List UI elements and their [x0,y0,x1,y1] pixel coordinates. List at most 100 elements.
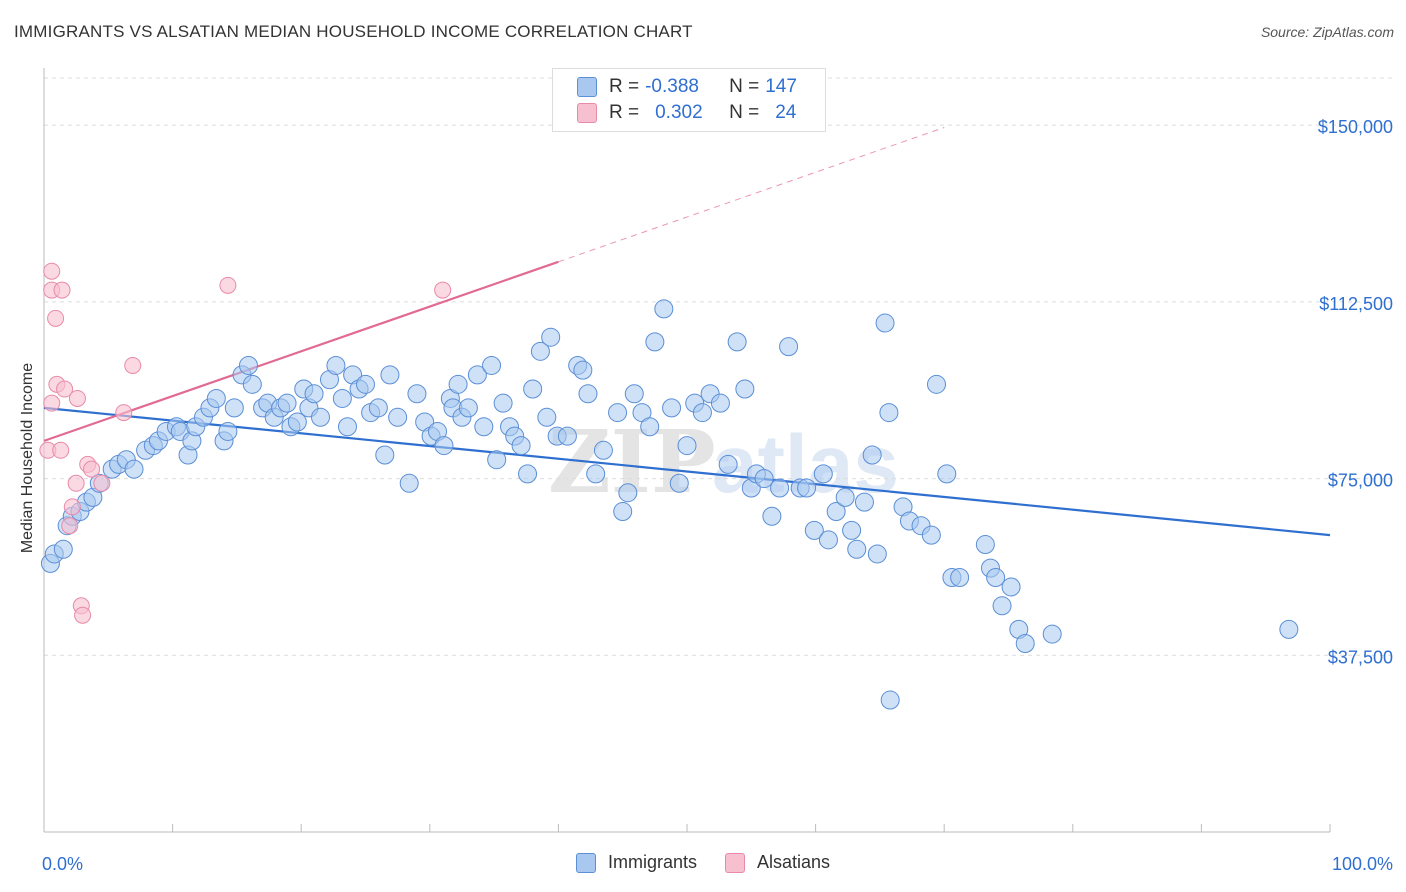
immigrants-point [797,478,817,498]
immigrants-point [804,520,824,540]
immigrants-point [754,469,774,489]
alsatians-point [68,389,86,407]
alsatians-points [39,262,452,624]
alsatians-trend-extension [558,127,945,263]
x-tick-label-max: 100.0% [1332,854,1393,874]
immigrants-point [937,464,957,484]
r-label: R = [609,102,640,123]
immigrants-point [578,384,598,404]
immigrants-point [53,539,73,559]
immigrants-point [380,365,400,385]
immigrants-point [880,690,900,710]
immigrants-point [573,360,593,380]
immigrants-point [1001,577,1021,597]
immigrants-point [511,436,531,456]
immigrants-point [847,539,867,559]
alsatians-point [47,309,65,327]
immigrants-point [407,384,427,404]
immigrants-point [541,327,561,347]
immigrants-legend-swatch [575,852,596,873]
r-label: R = [609,76,640,97]
alsatians-point [43,394,61,412]
alsatians-point [67,474,85,492]
r-value-alsatians: 0.302 [655,102,703,123]
immigrants-point [826,502,846,522]
immigrants-point [842,520,862,540]
alsatians-legend-swatch [724,852,745,873]
immigrants-point [608,403,628,423]
immigrants-point [593,440,613,460]
immigrants-point [654,299,674,319]
immigrants-point [727,332,747,352]
immigrants-point [986,568,1006,588]
n-value-alsatians: 24 [775,102,797,123]
immigrants-point [677,436,697,456]
immigrants-point [586,464,606,484]
y-axis-label: Median Household Income [19,362,36,554]
y-tick-label: $112,500 [1319,294,1393,314]
immigrants-point [692,403,712,423]
tick-labels: $37,500 $75,000 $112,500 $150,000 0.0% 100.0% [42,117,1393,874]
immigrants-point [458,398,478,418]
immigrants-point [1279,619,1299,639]
immigrants-point [277,393,297,413]
immigrants-point [624,384,644,404]
alsatians-swatch [577,103,597,123]
immigrants-point [238,355,258,375]
immigrants-point [862,445,882,465]
x-tick-label-min: 0.0% [42,854,83,874]
immigrants-point [975,535,995,555]
alsatians-point [115,404,133,422]
n-value-immigrants: 147 [765,76,797,97]
chart-title: IMMIGRANTS VS ALSATIAN MEDIAN HOUSEHOLD … [14,22,693,41]
immigrants-point [474,417,494,437]
immigrants-point [613,502,633,522]
immigrants-point [434,436,454,456]
immigrants-point [448,374,468,394]
n-label: N = [729,76,760,97]
immigrants-point [640,417,660,437]
immigrants-point [287,412,307,432]
immigrants-point [735,379,755,399]
immigrants-point [813,464,833,484]
immigrants-point [493,393,513,413]
immigrants-point [206,388,226,408]
correlation-legend: R = -0.388 N = 147 R = 0.302 N = 24 [552,68,826,132]
immigrants-point [337,417,357,437]
immigrants-legend-label: Immigrants [607,852,697,872]
alsatians-point [434,281,452,299]
immigrants-point [368,398,388,418]
immigrants-point [487,450,507,470]
immigrants-point [537,407,557,427]
legend-item-alsatians: Alsatians [724,852,831,873]
alsatians-point [83,460,101,478]
alsatians-point [93,474,111,492]
immigrants-point [762,506,782,526]
alsatians-legend-label: Alsatians [756,852,831,872]
immigrants-point [304,384,324,404]
immigrants-point [854,492,874,512]
legend-item-immigrants: Immigrants [575,852,697,873]
immigrants-point [718,454,738,474]
immigrants-point [224,398,244,418]
immigrants-point [926,374,946,394]
alsatians-point [61,517,79,535]
n-label: N = [729,102,760,123]
y-tick-label: $37,500 [1328,647,1393,667]
series-legend: Immigrants Alsatians [0,852,1406,873]
immigrants-point [326,355,346,375]
source-note: Source: ZipAtlas.com [1260,24,1394,40]
immigrants-point [124,459,144,479]
immigrants-point [242,374,262,394]
immigrants-point [356,374,375,394]
y-tick-label: $75,000 [1328,471,1393,491]
immigrants-swatch [577,77,597,97]
legend-row-alsatians: R = 0.302 N = 24 [577,100,796,126]
immigrants-point [375,445,395,465]
immigrants-point [310,407,330,427]
immigrants-point [523,379,543,399]
alsatians-point [43,262,61,280]
immigrants-point [467,365,487,385]
immigrants-point [835,487,855,507]
